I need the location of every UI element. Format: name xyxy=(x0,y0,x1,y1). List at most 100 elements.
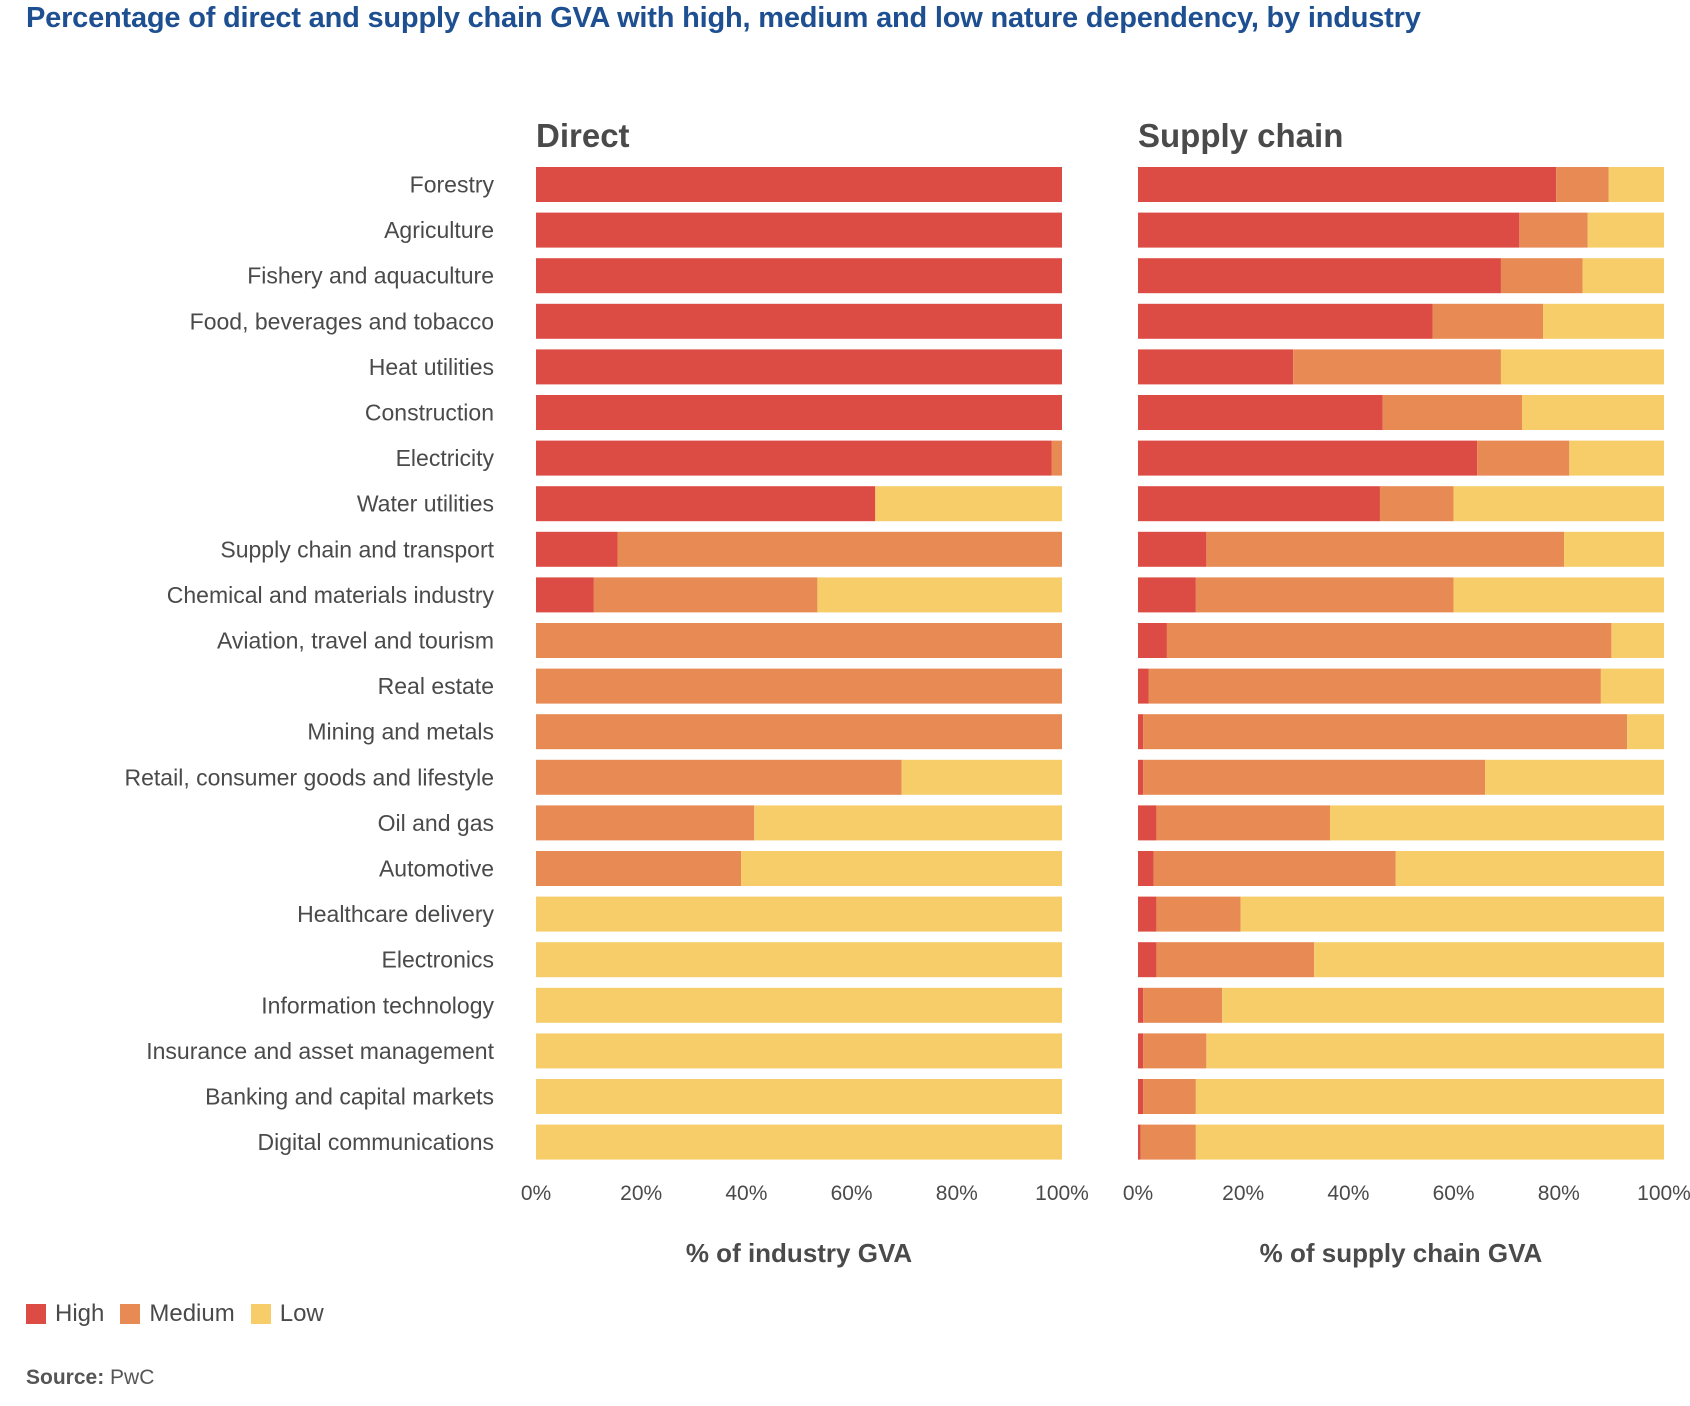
category-label: Digital communications xyxy=(258,1129,494,1155)
supply-chain-bar-high xyxy=(1138,303,1433,339)
category-label: Information technology xyxy=(261,992,494,1018)
category-label: Insurance and asset management xyxy=(146,1038,494,1064)
supply-chain-bar-low xyxy=(1222,987,1664,1023)
supply-chain-bar-high xyxy=(1138,486,1380,522)
supply-chain-bar-medium xyxy=(1156,942,1315,978)
legend-item-medium[interactable]: Medium xyxy=(120,1300,235,1328)
stacked-bar-charts: Direct Forestry Agriculture Fishery and aqu… xyxy=(125,117,1690,1268)
direct-bar-high xyxy=(536,258,1062,294)
direct-bar-low xyxy=(754,805,1062,841)
direct-bar-medium xyxy=(536,714,1062,750)
supply-chain-bar-high xyxy=(1138,440,1478,476)
supply-chain-bar-low xyxy=(1453,486,1664,522)
direct-bar-low xyxy=(875,486,1062,522)
direct-bar-medium xyxy=(536,623,1062,658)
legend-item-high[interactable]: High xyxy=(26,1300,104,1328)
supply-chain-bar-high xyxy=(1138,577,1196,613)
supply-chain-x-tick-label: 20% xyxy=(1222,1182,1264,1205)
supply-chain-x-tick-label: 60% xyxy=(1433,1182,1475,1205)
supply-chain-bar-medium xyxy=(1519,212,1588,248)
supply-chain-bar-medium xyxy=(1500,258,1583,294)
supply-chain-bar-medium xyxy=(1379,486,1454,522)
supply-chain-bar-low xyxy=(1240,896,1664,932)
direct-x-tick-label: 60% xyxy=(831,1182,873,1205)
supply-chain-bar-high xyxy=(1138,623,1167,658)
supply-chain-bar-high xyxy=(1138,851,1154,886)
supply-chain-bar-low xyxy=(1329,805,1664,841)
direct-bar-low xyxy=(536,896,1062,932)
direct-bar-low xyxy=(536,1124,1062,1160)
supply-chain-bar-medium xyxy=(1143,987,1223,1023)
category-label: Oil and gas xyxy=(378,810,494,836)
supply-chain-bar-medium xyxy=(1195,577,1454,613)
supply-chain-bar-low xyxy=(1608,167,1664,202)
legend-swatch-high xyxy=(26,1304,46,1324)
direct-bar-low xyxy=(741,851,1062,886)
direct-x-tick-label: 40% xyxy=(725,1182,767,1205)
supply-chain-bar-medium xyxy=(1293,349,1501,385)
supply-chain-bar-high xyxy=(1138,1079,1144,1114)
direct-bar-low xyxy=(536,987,1062,1023)
source-value: PwC xyxy=(110,1366,155,1389)
supply-chain-x-tick-label: 100% xyxy=(1637,1182,1690,1205)
supply-chain-bar-medium xyxy=(1143,714,1628,750)
legend: High Medium Low xyxy=(26,1300,340,1328)
supply-chain-bar-high xyxy=(1138,258,1501,294)
direct-bar-low xyxy=(901,759,1062,795)
supply-chain-bar-high xyxy=(1138,805,1157,841)
supply-chain-bar-low xyxy=(1521,395,1664,430)
supply-chain-x-tick-label: 0% xyxy=(1123,1182,1153,1205)
category-label: Aviation, travel and tourism xyxy=(217,628,494,654)
supply-chain-bar-low xyxy=(1564,531,1664,567)
supply-chain-bar-low xyxy=(1395,851,1664,886)
direct-bar-low xyxy=(536,942,1062,978)
legend-label-low: Low xyxy=(279,1300,324,1327)
supply-chain-bar-low xyxy=(1627,714,1664,750)
chart-title: Percentage of direct and supply chain GV… xyxy=(26,2,1421,34)
supply-chain-bar-high xyxy=(1138,1033,1144,1069)
supply-chain-panel-title: Supply chain xyxy=(1138,117,1343,154)
supply-chain-bar-medium xyxy=(1156,896,1241,932)
supply-chain-bar-medium xyxy=(1382,395,1522,430)
source-note: Source: PwC xyxy=(26,1366,154,1390)
direct-bar-high xyxy=(536,486,876,522)
direct-x-tick-label: 100% xyxy=(1035,1182,1089,1205)
supply-chain-bar-low xyxy=(1600,668,1664,704)
category-label: Electronics xyxy=(382,947,494,973)
category-label: Chemical and materials industry xyxy=(167,582,495,608)
supply-chain-bar-high xyxy=(1138,759,1144,795)
supply-chain-bar-high xyxy=(1138,987,1144,1023)
supply-chain-bar-low xyxy=(1543,303,1664,339)
direct-bar-high xyxy=(536,531,618,567)
category-label: Automotive xyxy=(379,856,494,882)
supply-chain-bar-high xyxy=(1138,896,1157,932)
supply-chain-bar-high xyxy=(1138,531,1207,567)
supply-chain-bar-high xyxy=(1138,668,1149,704)
direct-x-tick-label: 0% xyxy=(521,1182,551,1205)
supply-chain-bar-high xyxy=(1138,349,1294,385)
category-label: Agriculture xyxy=(384,217,494,243)
supply-chain-bar-low xyxy=(1582,258,1664,294)
supply-chain-bar-low xyxy=(1611,623,1664,658)
category-label: Water utilities xyxy=(357,491,494,517)
category-label: Forestry xyxy=(410,172,495,198)
category-label: Electricity xyxy=(396,445,495,471)
direct-bar-medium xyxy=(536,759,902,795)
direct-bar-high xyxy=(536,349,1062,385)
direct-bar-medium xyxy=(593,577,818,613)
supply-chain-bar-medium xyxy=(1140,1124,1196,1160)
direct-bar-low xyxy=(536,1033,1062,1069)
supply-chain-x-tick-label: 80% xyxy=(1538,1182,1580,1205)
legend-item-low[interactable]: Low xyxy=(250,1300,324,1328)
supply-chain-x-axis-label: % of supply chain GVA xyxy=(1260,1238,1543,1268)
supply-chain-bar-low xyxy=(1500,349,1664,385)
direct-x-tick-label: 80% xyxy=(936,1182,978,1205)
category-label: Real estate xyxy=(378,673,494,699)
supply-chain-bar-low xyxy=(1206,1033,1664,1069)
direct-bar-medium xyxy=(536,805,755,841)
category-label: Healthcare delivery xyxy=(297,901,494,927)
legend-swatch-low xyxy=(250,1304,271,1324)
category-label: Food, beverages and tobacco xyxy=(190,308,494,334)
supply-chain-bar-medium xyxy=(1206,531,1565,567)
direct-bar-high xyxy=(536,167,1062,202)
